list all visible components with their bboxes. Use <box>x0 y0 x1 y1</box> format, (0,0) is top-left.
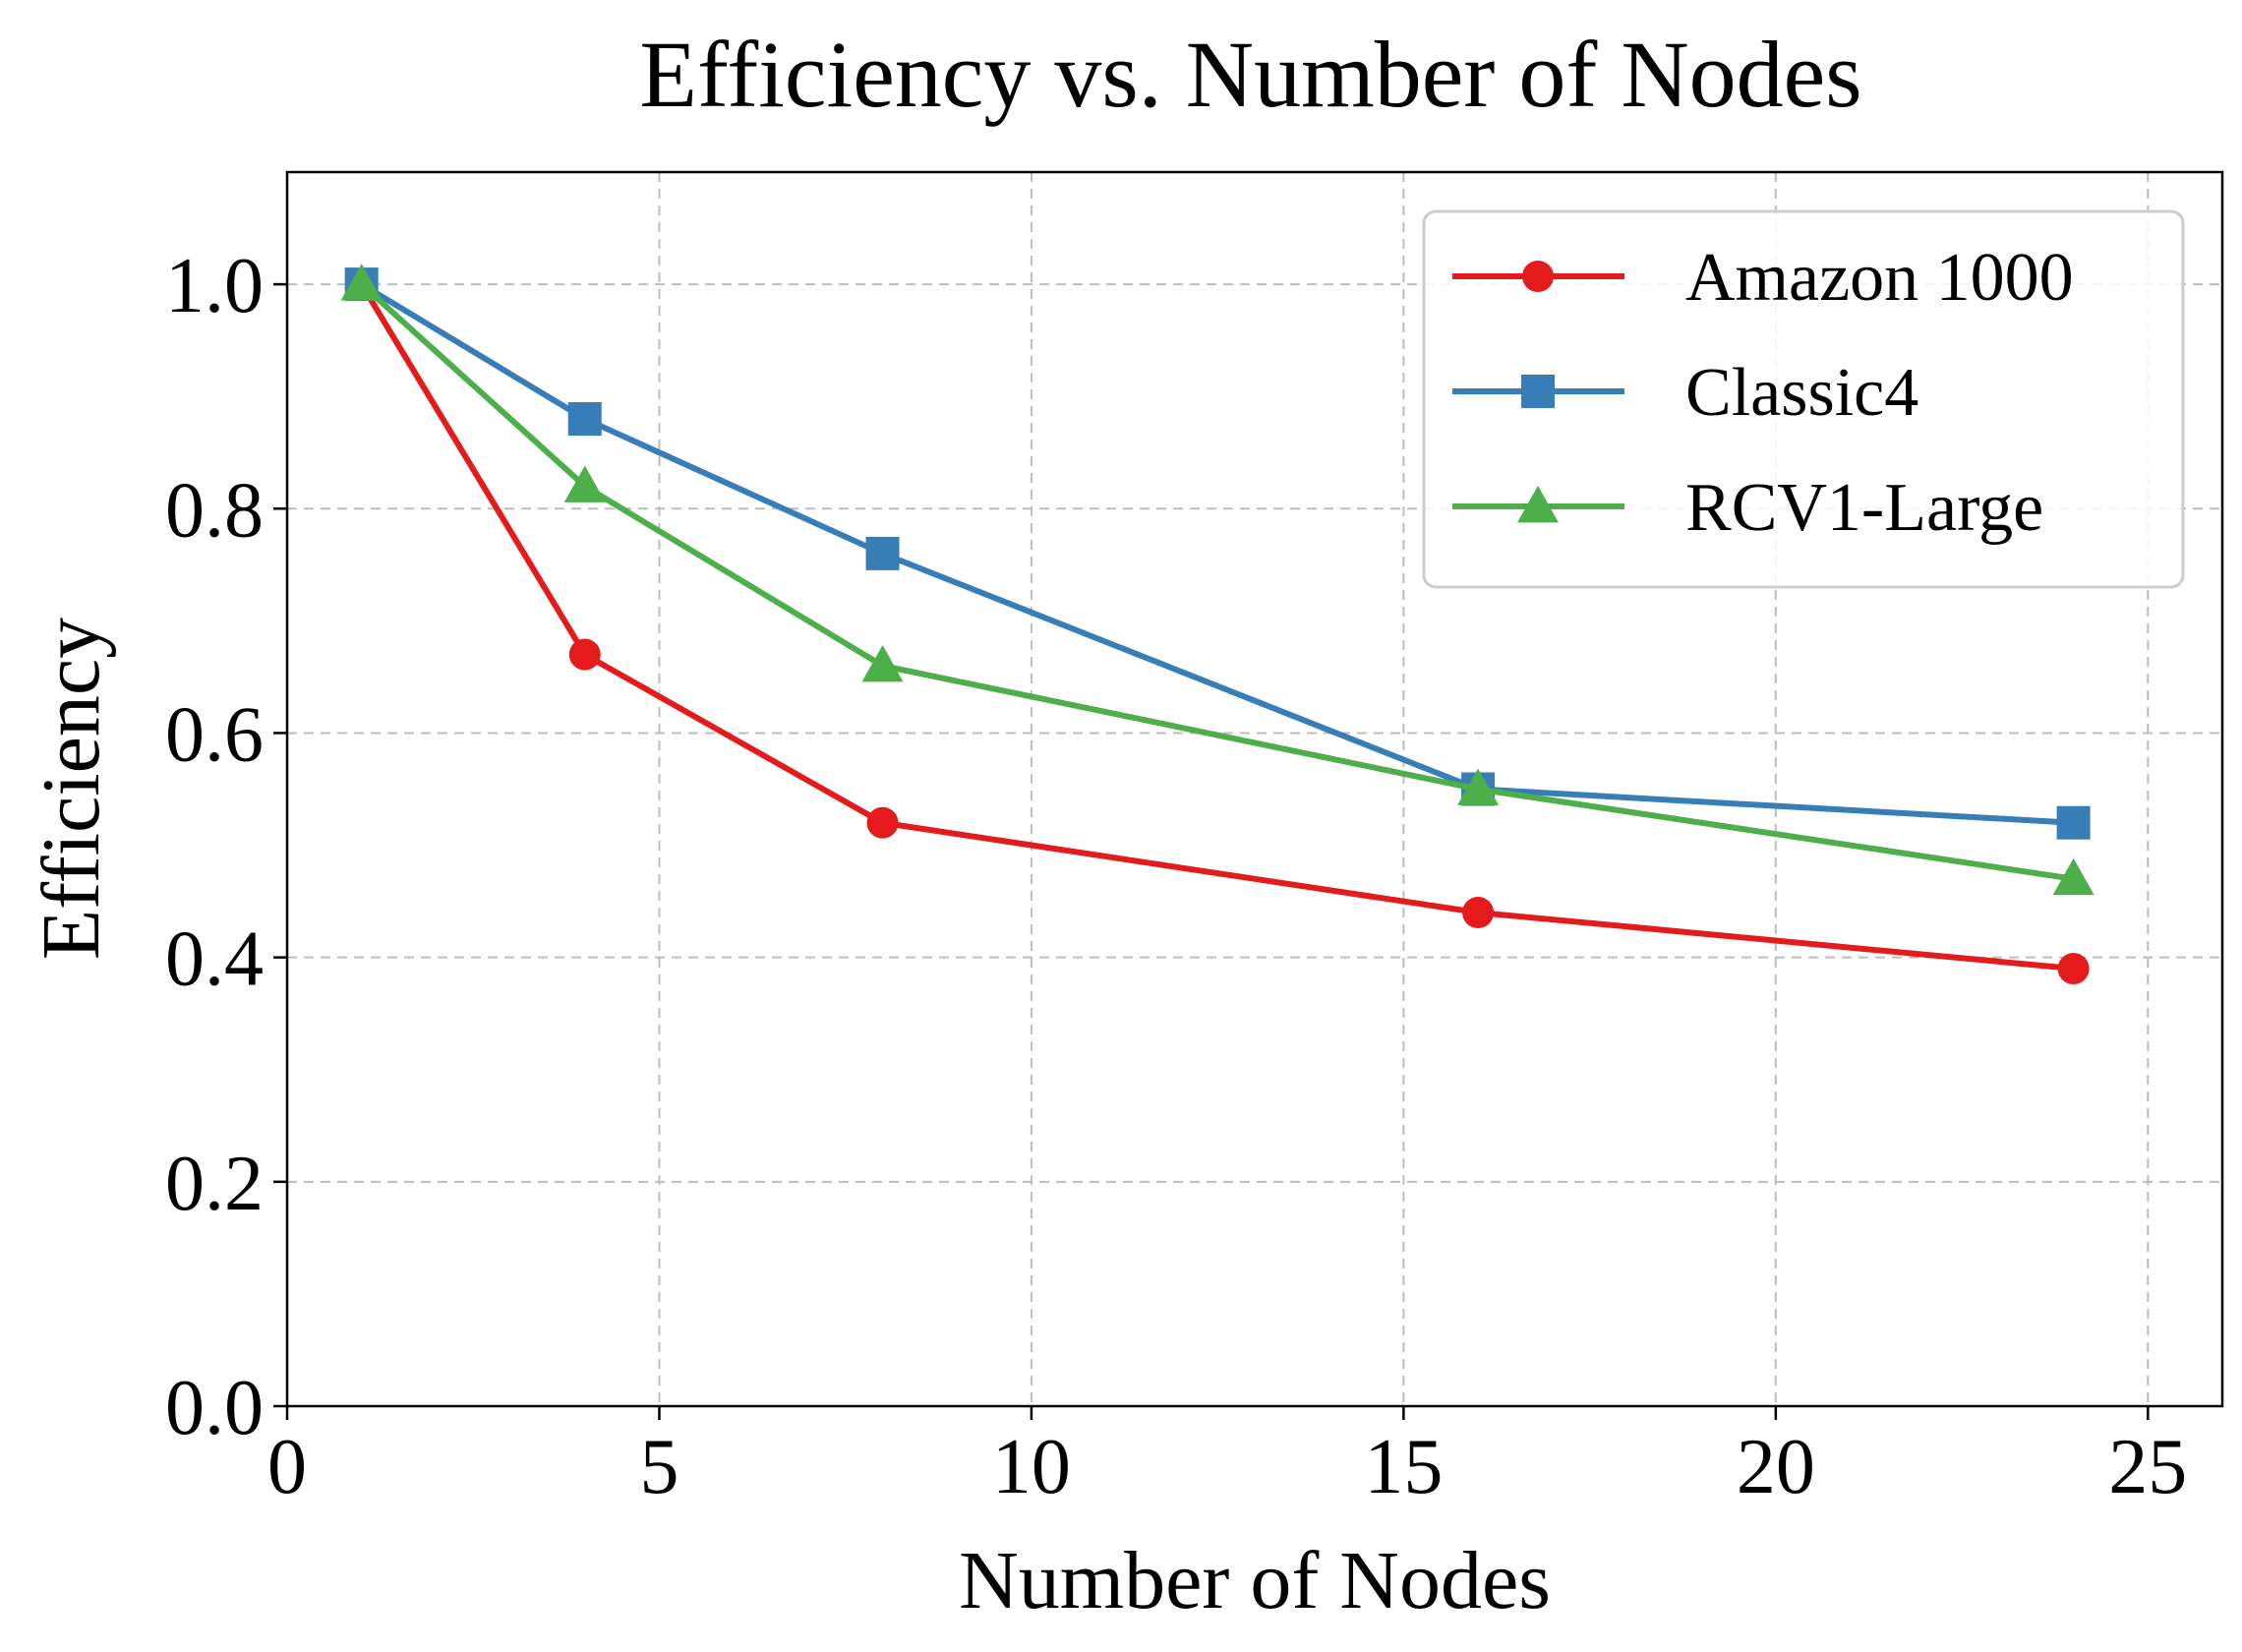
legend-label-rcv1-large: RCV1-Large <box>1685 470 2043 546</box>
y-axis-label: Efficiency <box>26 618 117 960</box>
y-axis-ticks: 0.0 0.2 0.4 0.6 0.8 1.0 <box>165 243 287 1451</box>
legend-item-classic4: Classic4 <box>1452 355 1918 431</box>
rcv1-large-point <box>340 264 383 301</box>
classic4-point <box>567 402 602 436</box>
amazon-1000-point <box>866 806 899 839</box>
x-tick-label: 15 <box>1364 1424 1443 1510</box>
legend-label-classic4: Classic4 <box>1685 355 1918 431</box>
chart-title: Efficiency vs. Number of Nodes <box>639 22 1861 127</box>
x-axis-ticks: 0 5 10 15 20 25 <box>267 1406 2187 1510</box>
series-rcv1-large <box>340 264 2094 896</box>
classic4-point <box>865 536 900 570</box>
legend-label-amazon-1000: Amazon 1000 <box>1685 240 2074 316</box>
rcv1-large-point <box>2052 857 2094 896</box>
legend-item-amazon-1000: Amazon 1000 <box>1452 240 2074 316</box>
series-layer <box>340 264 2094 985</box>
y-tick-label: 1.0 <box>165 243 264 329</box>
amazon-1000-point <box>1462 897 1495 928</box>
rcv1-large-point <box>861 645 904 682</box>
plot-frame <box>285 170 2224 1408</box>
legend-marker-amazon-1000 <box>1522 261 1554 292</box>
y-tick-label: 0.8 <box>165 467 264 554</box>
legend-item-rcv1-large: RCV1-Large <box>1452 470 2043 546</box>
x-axis-label: Number of Nodes <box>959 1535 1551 1626</box>
y-tick-label: 0.6 <box>165 691 264 778</box>
classic4-point <box>2056 805 2091 840</box>
x-tick-label: 20 <box>1737 1424 1815 1510</box>
y-tick-label: 0.2 <box>165 1141 264 1227</box>
x-tick-label: 10 <box>992 1424 1071 1510</box>
x-tick-label: 0 <box>267 1424 307 1510</box>
legend-marker-classic4 <box>1521 375 1555 408</box>
x-tick-label: 25 <box>2108 1424 2187 1510</box>
legend-marker-rcv1-large <box>1517 486 1559 523</box>
legend-box <box>1422 209 2185 589</box>
y-tick-label: 0.0 <box>165 1365 264 1451</box>
legend: Amazon 1000 Classic4 RCV1-Large <box>1422 209 2185 589</box>
amazon-1000-point <box>568 638 601 671</box>
rcv1-large-point <box>1457 768 1500 805</box>
y-tick-label: 0.4 <box>165 916 264 1003</box>
amazon-1000-point <box>2057 953 2090 985</box>
x-tick-label: 5 <box>639 1424 678 1510</box>
rcv1-large-point <box>563 465 606 502</box>
